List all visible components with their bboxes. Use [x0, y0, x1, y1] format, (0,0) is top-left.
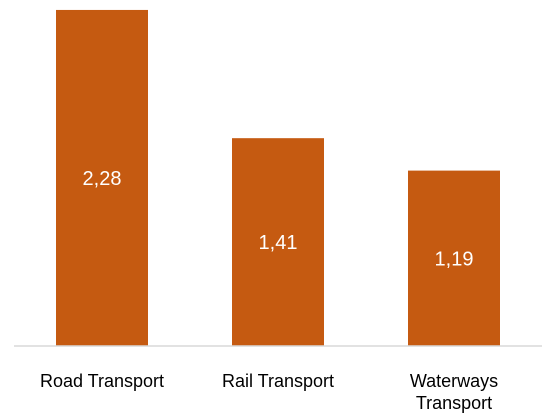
- bar-3: [408, 170, 500, 346]
- category-label-3-line-2: Transport: [416, 393, 492, 413]
- category-label-2: Rail Transport: [222, 371, 334, 391]
- data-label-3: 1,19: [435, 248, 474, 270]
- bar-2: [232, 138, 324, 346]
- data-label-1: 2,28: [83, 168, 122, 190]
- bar-1: [56, 9, 148, 347]
- labels-group: 2,28 Road Transport 1,41 Rail Transport 1,19…: [40, 168, 498, 413]
- category-label-1: Road Transport: [40, 371, 164, 391]
- bars-group: [56, 9, 500, 347]
- category-label-3-line-1: Waterways: [410, 371, 498, 391]
- data-label-2: 1,41: [259, 232, 298, 254]
